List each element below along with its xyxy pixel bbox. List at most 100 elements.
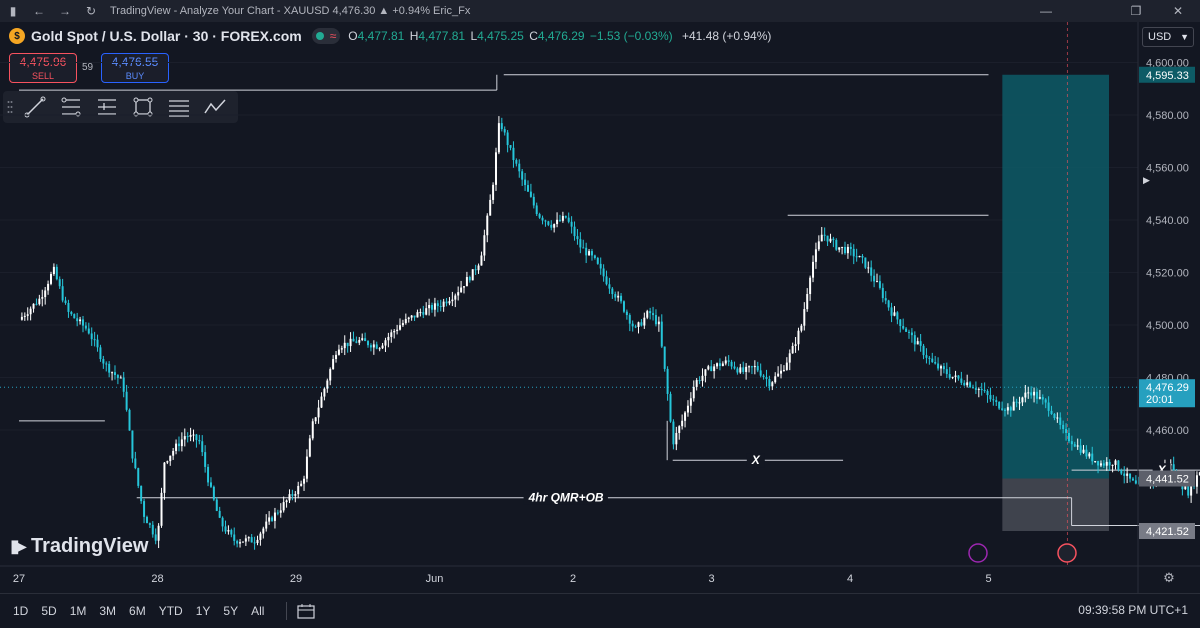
range-3m[interactable]: 3M <box>99 604 117 618</box>
candle <box>564 215 567 219</box>
candle-body <box>1021 397 1024 403</box>
candle <box>698 376 701 385</box>
candle <box>838 247 841 253</box>
candle <box>390 329 393 343</box>
candle-body <box>250 537 253 543</box>
candle-body <box>116 375 119 378</box>
range-ytd[interactable]: YTD <box>158 604 183 618</box>
candle-body <box>905 328 908 332</box>
minimize-icon[interactable]: — <box>1040 4 1052 18</box>
candle-body <box>253 542 256 544</box>
candle-body <box>1059 417 1062 425</box>
long-position-icon[interactable] <box>89 91 125 123</box>
candle-body <box>268 517 271 522</box>
currency-select[interactable]: USD ▼ <box>1142 27 1194 47</box>
candle-body <box>401 323 404 326</box>
candle-body <box>108 363 111 373</box>
candle <box>1044 398 1047 409</box>
candle <box>1134 475 1137 485</box>
buy-button[interactable]: 4,476.55 BUY <box>101 53 169 83</box>
candle-body <box>928 357 931 359</box>
price-chart[interactable]: X X 4hr QMR+OB 4,600.00 4,580.00 4,560.00 4,5… <box>0 22 1200 593</box>
candle-body <box>681 420 684 427</box>
candle <box>29 306 32 321</box>
candle <box>910 328 913 343</box>
candle-body <box>154 534 157 541</box>
candle-body <box>652 313 655 316</box>
path-icon[interactable] <box>197 91 233 123</box>
range-5y[interactable]: 5Y <box>223 604 239 618</box>
candle <box>750 365 753 375</box>
candle <box>297 481 300 499</box>
candle-body <box>803 309 806 326</box>
candle-body <box>1123 473 1126 476</box>
annotation-label: X <box>751 453 761 467</box>
candle <box>596 256 599 265</box>
range-1m[interactable]: 1M <box>69 604 87 618</box>
candle <box>271 515 274 522</box>
range-1y[interactable]: 1Y <box>195 604 211 618</box>
candle-body <box>87 328 90 334</box>
candle <box>419 308 422 317</box>
candle <box>919 334 922 352</box>
forward-arrow-icon[interactable]: → <box>59 4 71 18</box>
market-open-icon <box>315 32 324 40</box>
axis-arrow-icon: ▶ <box>1143 175 1150 185</box>
symbol-title[interactable]: Gold Spot / U.S. Dollar · 30 · FOREX.com <box>31 28 302 44</box>
candle <box>689 392 692 413</box>
candle <box>343 335 346 356</box>
candle-body <box>750 366 753 368</box>
candle-body <box>1129 473 1132 479</box>
candle-body <box>1024 392 1027 398</box>
candle <box>195 433 198 448</box>
candle-body <box>279 510 282 513</box>
candle-body <box>998 401 1001 409</box>
candle <box>119 375 122 379</box>
candle-body <box>364 338 367 342</box>
candle-body <box>957 375 960 379</box>
settings-gear-icon: ⚙ <box>1163 570 1175 585</box>
candle-body <box>265 521 268 529</box>
range-all[interactable]: All <box>251 604 265 618</box>
market-status[interactable]: ≈ <box>311 28 341 44</box>
candle-body <box>878 281 881 288</box>
close-icon[interactable]: ✕ <box>1172 4 1184 18</box>
candle-body <box>733 366 736 369</box>
candle <box>221 516 224 532</box>
clock[interactable]: 09:39:58 PM UTC+1 <box>1078 603 1188 617</box>
candle <box>189 427 192 442</box>
candle-body <box>99 347 102 360</box>
lightning-icon <box>968 543 988 563</box>
candle-body <box>986 390 989 396</box>
restore-icon[interactable]: ❐ <box>1130 4 1142 18</box>
candle-body <box>239 542 242 544</box>
candle <box>977 387 980 398</box>
candle-body <box>765 376 768 380</box>
candle <box>576 228 579 245</box>
rectangle-icon[interactable] <box>125 91 161 123</box>
range-5d[interactable]: 5D <box>41 604 57 618</box>
candle-body <box>838 247 841 250</box>
candle-body <box>1006 407 1009 411</box>
fib-levels-icon[interactable] <box>53 91 89 123</box>
date-range-icon[interactable] <box>286 602 316 620</box>
candle <box>608 277 611 294</box>
horizontal-lines-icon[interactable] <box>161 91 197 123</box>
reload-icon[interactable]: ↻ <box>85 4 97 18</box>
candle <box>1062 420 1065 434</box>
candle-body <box>428 305 431 309</box>
candle <box>433 297 436 317</box>
back-arrow-icon[interactable]: ← <box>33 4 45 18</box>
candle-body <box>867 267 870 269</box>
drag-handle-icon[interactable] <box>3 91 17 123</box>
range-6m[interactable]: 6M <box>129 604 146 618</box>
candle <box>675 426 678 451</box>
candle <box>32 303 35 313</box>
candle-body <box>300 483 303 486</box>
range-1d[interactable]: 1D <box>13 604 29 618</box>
candle-body <box>902 326 905 329</box>
candle-body <box>492 184 495 200</box>
candle <box>500 117 503 132</box>
candle <box>218 506 221 519</box>
candle-body <box>777 373 780 377</box>
